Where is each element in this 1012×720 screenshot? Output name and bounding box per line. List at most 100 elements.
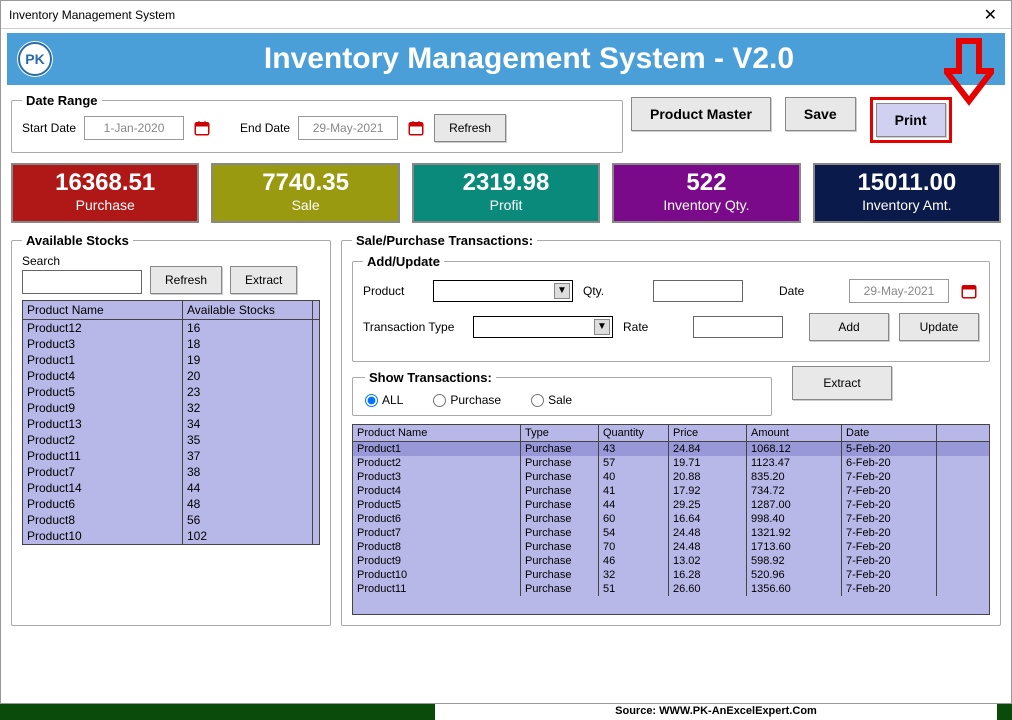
table-row[interactable]: Product119 — [23, 352, 319, 368]
kpi-card: 7740.35Sale — [211, 163, 399, 223]
type-label: Transaction Type — [363, 320, 463, 334]
window-title: Inventory Management System — [9, 8, 978, 22]
trans-date-input[interactable] — [849, 279, 949, 303]
type-select[interactable] — [473, 316, 613, 338]
titlebar: Inventory Management System ✕ — [1, 1, 1011, 29]
table-row[interactable]: Product420 — [23, 368, 319, 384]
kpi-card: 16368.51Purchase — [11, 163, 199, 223]
search-input[interactable] — [22, 270, 142, 294]
tcol-date: Date — [842, 425, 937, 441]
refresh-button[interactable]: Refresh — [434, 114, 506, 142]
start-date-label: Start Date — [22, 121, 76, 135]
stocks-col-qty: Available Stocks — [183, 301, 313, 319]
footer-source: Source: WWW.PK-AnExcelExpert.Com — [435, 704, 997, 720]
end-date-label: End Date — [240, 121, 290, 135]
table-row[interactable]: Product856 — [23, 512, 319, 528]
filter-all[interactable]: ALL — [365, 393, 403, 407]
table-row[interactable]: Product10102 — [23, 528, 319, 544]
table-row[interactable]: Product11Purchase5126.601356.607-Feb-20 — [353, 582, 989, 596]
filter-purchase[interactable]: Purchase — [433, 393, 501, 407]
table-row[interactable]: Product1334 — [23, 416, 319, 432]
date-label: Date — [779, 284, 839, 298]
stocks-grid[interactable]: Product Name Available Stocks Product121… — [22, 300, 320, 545]
product-master-button[interactable]: Product Master — [631, 97, 771, 131]
tcol-price: Price — [669, 425, 747, 441]
start-date-input[interactable] — [84, 116, 184, 140]
table-row[interactable]: Product6Purchase6016.64998.407-Feb-20 — [353, 512, 989, 526]
table-row[interactable]: Product10Purchase3216.28520.967-Feb-20 — [353, 568, 989, 582]
kpi-row: 16368.51Purchase7740.35Sale2319.98Profit… — [11, 163, 1001, 223]
table-row[interactable]: Product523 — [23, 384, 319, 400]
banner-title: Inventory Management System - V2.0 — [63, 42, 995, 76]
kpi-value: 7740.35 — [217, 169, 393, 197]
kpi-label: Inventory Amt. — [819, 197, 995, 213]
tcol-amt: Amount — [747, 425, 842, 441]
table-row[interactable]: Product318 — [23, 336, 319, 352]
filter-sale[interactable]: Sale — [531, 393, 572, 407]
calendar-icon[interactable] — [406, 118, 426, 138]
add-update-group: Add/Update Product Qty. Date Transaction… — [352, 254, 990, 362]
kpi-value: 16368.51 — [17, 169, 193, 197]
calendar-icon[interactable] — [192, 118, 212, 138]
table-row[interactable]: Product235 — [23, 432, 319, 448]
add-button[interactable]: Add — [809, 313, 889, 341]
tcol-name: Product Name — [353, 425, 521, 441]
print-button[interactable]: Print — [876, 103, 946, 137]
product-select[interactable] — [433, 280, 573, 302]
date-range-legend: Date Range — [22, 93, 102, 108]
kpi-label: Inventory Qty. — [618, 197, 794, 213]
table-row[interactable]: Product5Purchase4429.251287.007-Feb-20 — [353, 498, 989, 512]
kpi-card: 15011.00Inventory Amt. — [813, 163, 1001, 223]
show-legend: Show Transactions: — [365, 370, 496, 385]
arrow-icon — [944, 36, 994, 111]
stocks-col-name: Product Name — [23, 301, 183, 319]
rate-input[interactable] — [693, 316, 783, 338]
table-row[interactable]: Product8Purchase7024.481713.607-Feb-20 — [353, 540, 989, 554]
trans-legend: Sale/Purchase Transactions: — [352, 233, 537, 248]
kpi-value: 15011.00 — [819, 169, 995, 197]
update-button[interactable]: Update — [899, 313, 979, 341]
transactions-group: Sale/Purchase Transactions: Add/Update P… — [341, 233, 1001, 626]
logo-icon: PK — [17, 41, 53, 77]
svg-text:PK: PK — [25, 51, 44, 67]
kpi-card: 2319.98Profit — [412, 163, 600, 223]
print-highlight: Print — [870, 97, 952, 143]
tcol-qty: Quantity — [599, 425, 669, 441]
qty-input[interactable] — [653, 280, 743, 302]
date-range-group: Date Range Start Date End Date Refresh — [11, 93, 623, 153]
kpi-label: Sale — [217, 197, 393, 213]
show-transactions-group: Show Transactions: ALL Purchase Sale — [352, 370, 772, 416]
search-label: Search — [22, 254, 142, 268]
stocks-legend: Available Stocks — [22, 233, 133, 248]
tcol-type: Type — [521, 425, 599, 441]
add-legend: Add/Update — [363, 254, 444, 269]
footer: Source: WWW.PK-AnExcelExpert.Com — [0, 704, 1012, 720]
trans-extract-button[interactable]: Extract — [792, 366, 892, 400]
table-row[interactable]: Product1216 — [23, 320, 319, 336]
table-row[interactable]: Product1Purchase4324.841068.125-Feb-20 — [353, 442, 989, 456]
product-label: Product — [363, 284, 423, 298]
table-row[interactable]: Product7Purchase5424.481321.927-Feb-20 — [353, 526, 989, 540]
table-row[interactable]: Product1444 — [23, 480, 319, 496]
close-icon[interactable]: ✕ — [978, 5, 1003, 25]
kpi-label: Profit — [418, 197, 594, 213]
kpi-card: 522Inventory Qty. — [612, 163, 800, 223]
qty-label: Qty. — [583, 284, 643, 298]
save-button[interactable]: Save — [785, 97, 856, 131]
stocks-refresh-button[interactable]: Refresh — [150, 266, 222, 294]
table-row[interactable]: Product9Purchase4613.02598.927-Feb-20 — [353, 554, 989, 568]
top-buttons: Product Master Save Print — [631, 97, 952, 143]
available-stocks-group: Available Stocks Search Refresh Extract … — [11, 233, 331, 626]
table-row[interactable]: Product648 — [23, 496, 319, 512]
table-row[interactable]: Product4Purchase4117.92734.727-Feb-20 — [353, 484, 989, 498]
banner: PK Inventory Management System - V2.0 — [7, 33, 1005, 85]
end-date-input[interactable] — [298, 116, 398, 140]
stocks-extract-button[interactable]: Extract — [230, 266, 297, 294]
table-row[interactable]: Product738 — [23, 464, 319, 480]
table-row[interactable]: Product2Purchase5719.711123.476-Feb-20 — [353, 456, 989, 470]
table-row[interactable]: Product932 — [23, 400, 319, 416]
calendar-icon[interactable] — [959, 281, 979, 301]
table-row[interactable]: Product3Purchase4020.88835.207-Feb-20 — [353, 470, 989, 484]
transactions-grid[interactable]: Product Name Type Quantity Price Amount … — [352, 424, 990, 615]
table-row[interactable]: Product1137 — [23, 448, 319, 464]
